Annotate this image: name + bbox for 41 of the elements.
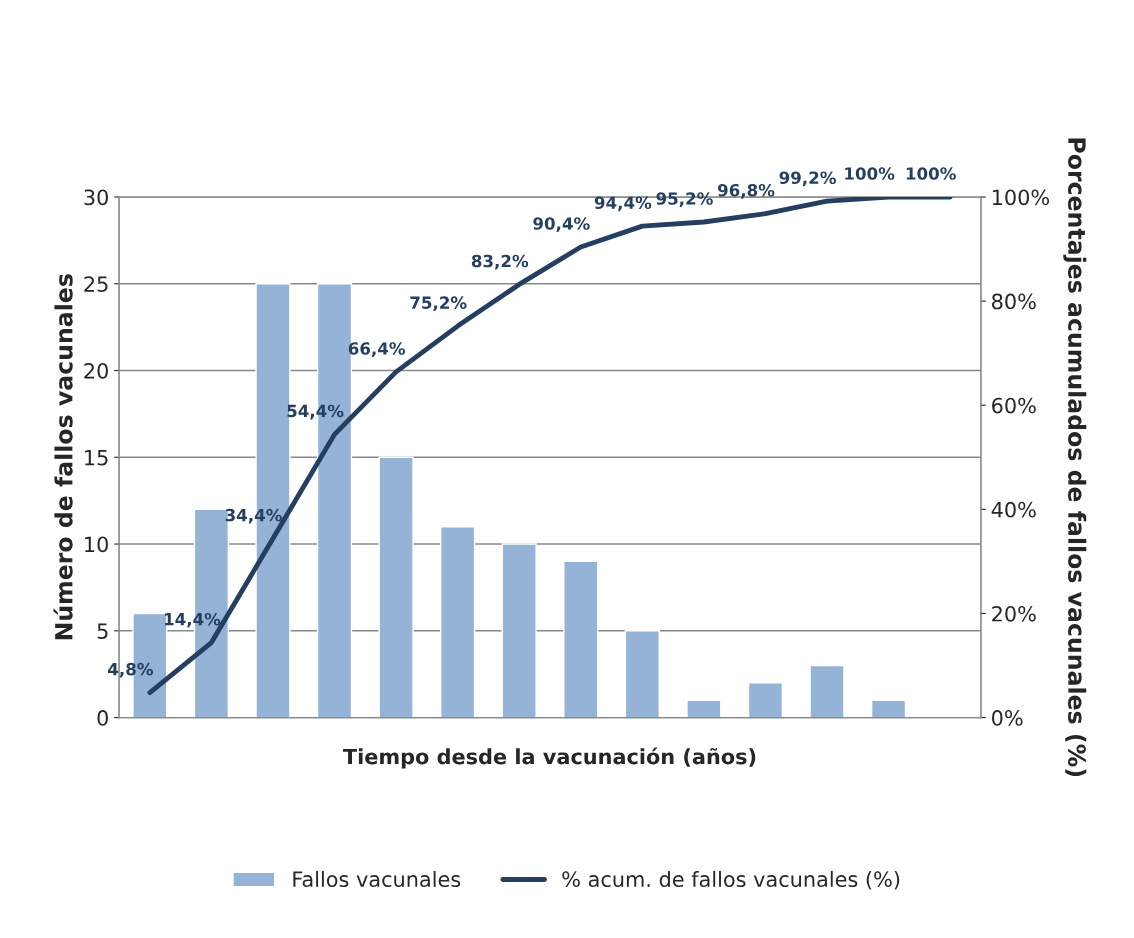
data-label: 94,4% xyxy=(594,196,652,212)
legend-label: Fallos vacunales xyxy=(293,870,461,888)
bar xyxy=(686,699,722,718)
y2-axis-title: Porcentajes acumulados de fallos vacunales (%) xyxy=(1063,138,1087,777)
data-label: 90,4% xyxy=(533,217,590,232)
y-axis-title: Número de fallos vacunales xyxy=(53,274,73,640)
bar xyxy=(440,525,476,718)
y-tick-label: 15 xyxy=(85,450,108,466)
data-label: 96,8% xyxy=(717,183,775,199)
data-label: 66,4% xyxy=(348,342,406,357)
y2-tick-label: 40% xyxy=(991,501,1036,518)
legend-label: % acum. de fallos vacunales (%) xyxy=(562,870,900,890)
y-tick-label: 5 xyxy=(97,623,108,640)
bar xyxy=(501,543,537,718)
data-label: 100% xyxy=(845,167,895,180)
data-label: 95,2% xyxy=(656,192,713,207)
data-label: 100% xyxy=(906,167,956,180)
y-tick-label: 30 xyxy=(84,189,108,206)
y-tick-label: 25 xyxy=(84,276,108,292)
bar xyxy=(809,664,845,718)
bar xyxy=(747,682,784,718)
data-label: 34,4% xyxy=(225,508,282,524)
bar xyxy=(870,699,907,718)
y2-tick-label: 60% xyxy=(992,397,1036,414)
y-tick-label: 0 xyxy=(97,710,108,726)
y2-tick-label: 0% xyxy=(992,710,1023,726)
data-label: 4,8% xyxy=(108,662,153,678)
y2-tick-label: 80% xyxy=(992,293,1036,310)
data-label: 14,4% xyxy=(164,612,221,628)
data-label: 75,2% xyxy=(410,296,467,312)
data-label: 99,2% xyxy=(779,171,836,187)
y-tick-label: 20 xyxy=(84,362,108,379)
bar xyxy=(378,456,414,718)
bar xyxy=(624,630,660,718)
x-axis-title: Tiempo desde la vacunación (años) xyxy=(343,747,756,769)
data-label: 83,2% xyxy=(471,254,529,270)
data-label: 54,4% xyxy=(287,404,344,420)
y2-tick-label: 100% xyxy=(992,189,1050,206)
y2-tick-label: 20% xyxy=(992,605,1036,622)
bar xyxy=(563,560,599,718)
y-tick-label: 10 xyxy=(85,536,108,553)
